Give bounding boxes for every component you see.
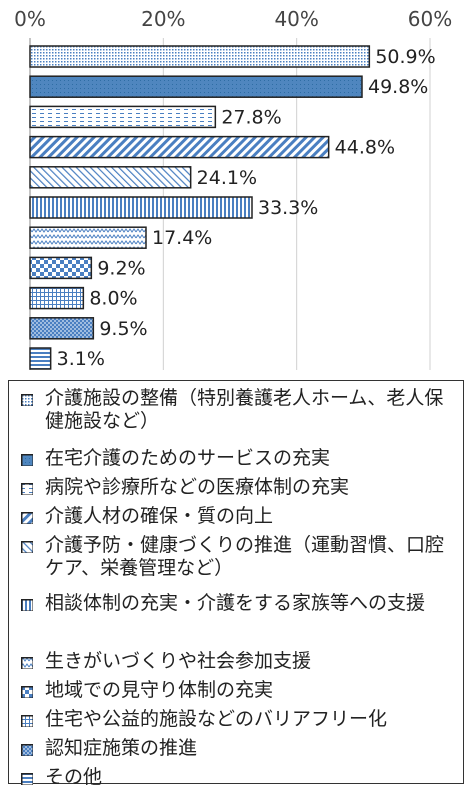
bar: [29, 286, 85, 310]
bar: [29, 226, 147, 249]
legend-swatch: [21, 686, 33, 698]
bar: [29, 317, 95, 340]
legend-swatch: [21, 394, 33, 406]
legend-label: 介護予防・健康づくりの推進（運動習慣、口腔ケア、栄養管理など）: [45, 534, 445, 579]
data-label: 50.9%: [375, 46, 435, 68]
x-tick-label: 40%: [274, 7, 318, 31]
legend-swatch: [21, 541, 33, 553]
data-label: 44.8%: [335, 137, 395, 159]
legend-label: 在宅介護のためのサービスの充実: [45, 447, 331, 469]
bar: [29, 75, 363, 98]
data-label: 24.1%: [197, 167, 257, 189]
data-label: 9.2%: [97, 257, 145, 279]
x-tick-label: 20%: [141, 7, 185, 31]
legend-swatch: [21, 512, 33, 524]
data-label: 49.8%: [368, 76, 428, 98]
legend-label: 地域での見守り体制の充実: [45, 679, 274, 701]
legend-swatch: [21, 715, 33, 727]
data-label: 17.4%: [152, 227, 212, 249]
bar: [29, 45, 371, 68]
bar: [29, 135, 330, 159]
data-label: 3.1%: [57, 348, 105, 370]
bar-chart: 0% 20% 40% 60% 50.9% 49.8% 27.8% 44.8% 24.1%33.…: [14, 7, 452, 370]
data-label: 8.0%: [89, 288, 137, 310]
bar: [29, 256, 93, 280]
legend-label: 生きがいづくりや社会参加支援: [45, 650, 312, 672]
legend-label: 介護施設の整備（特別養護老人ホーム、老人保健施設など）: [45, 387, 444, 432]
legend-swatch: [21, 744, 33, 756]
chart-legend: 介護施設の整備（特別養護老人ホーム、老人保健施設など） 在宅介護のためのサービスの…: [8, 380, 464, 788]
data-label: 33.3%: [258, 197, 318, 219]
bar: [29, 105, 217, 129]
legend-swatch: [21, 483, 33, 495]
legend-label: 住宅や公益的施設などのバリアフリー化: [45, 708, 388, 730]
bar: [29, 166, 192, 189]
x-tick-label: 60%: [408, 7, 452, 31]
legend-swatch: [21, 657, 33, 669]
legend-swatch: [21, 773, 33, 785]
bar: [29, 196, 253, 219]
legend-label: その他: [45, 766, 103, 788]
legend-label: 認知症施策の推進: [45, 737, 198, 759]
data-label: 27.8%: [221, 106, 281, 128]
legend-label: 介護人材の確保・質の向上: [45, 505, 274, 527]
legend-label: 相談体制の充実・介護をする家族等への支援: [45, 592, 426, 614]
bar: [29, 347, 52, 370]
legend-swatch: [21, 454, 33, 466]
legend-swatch: [21, 599, 33, 611]
x-tick-label: 0%: [14, 7, 46, 31]
data-label: 9.5%: [99, 318, 147, 340]
legend-label: 病院や診療所などの医療体制の充実: [45, 476, 350, 498]
